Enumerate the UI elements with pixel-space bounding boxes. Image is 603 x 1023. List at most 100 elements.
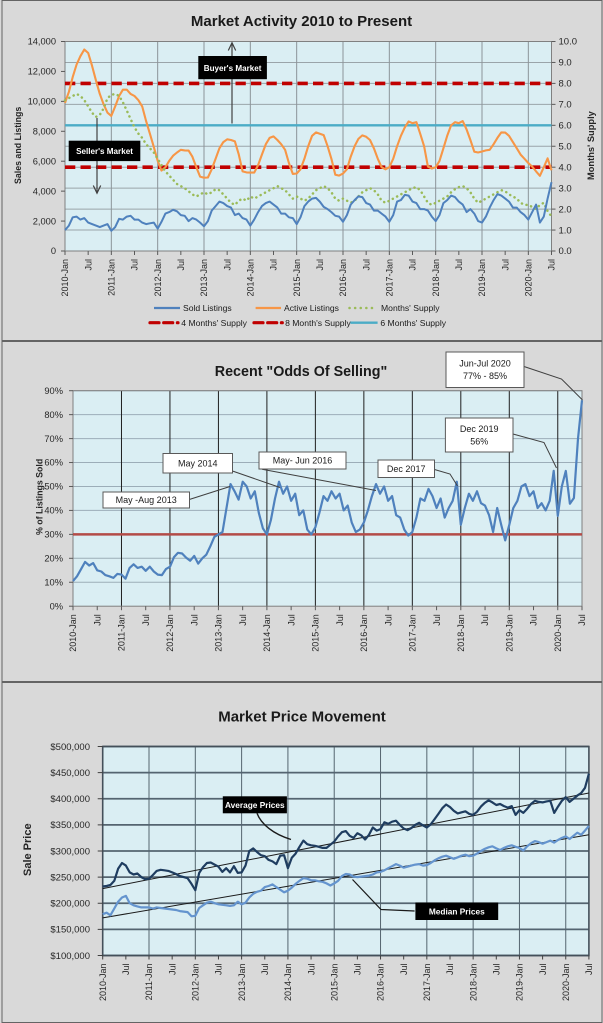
svg-text:Jul: Jul — [214, 964, 224, 976]
svg-text:4.0: 4.0 — [559, 162, 572, 173]
svg-text:5.0: 5.0 — [559, 141, 572, 152]
svg-text:$350,000: $350,000 — [50, 820, 90, 831]
svg-text:Recent "Odds Of Selling": Recent "Odds Of Selling" — [215, 364, 387, 380]
svg-text:May- Jun 2016: May- Jun 2016 — [273, 456, 333, 466]
svg-text:Jul: Jul — [306, 964, 316, 976]
svg-text:Jul: Jul — [167, 964, 177, 976]
svg-text:0: 0 — [51, 246, 56, 256]
svg-text:2014-Jan: 2014-Jan — [262, 614, 272, 652]
svg-text:$150,000: $150,000 — [50, 925, 90, 936]
svg-text:90%: 90% — [44, 386, 63, 396]
svg-text:2012-Jan: 2012-Jan — [191, 964, 201, 1002]
svg-text:Jul: Jul — [399, 964, 409, 976]
svg-text:Market Price Movement: Market Price Movement — [218, 709, 386, 726]
svg-text:Jul: Jul — [538, 964, 548, 976]
svg-text:2017-Jan: 2017-Jan — [422, 964, 432, 1002]
svg-text:14,000: 14,000 — [28, 37, 56, 47]
svg-text:Median Prices: Median Prices — [429, 907, 485, 917]
svg-text:2011-Jan: 2011-Jan — [107, 259, 117, 296]
svg-text:2011-Jan: 2011-Jan — [144, 964, 154, 1001]
svg-text:50%: 50% — [44, 482, 63, 492]
svg-text:2015-Jan: 2015-Jan — [329, 964, 339, 1002]
svg-text:Jul: Jul — [121, 964, 131, 976]
svg-text:Sales and Listings: Sales and Listings — [13, 107, 23, 184]
svg-text:$100,000: $100,000 — [50, 951, 90, 962]
svg-text:Jul: Jul — [238, 614, 248, 626]
svg-text:2014-Jan: 2014-Jan — [283, 964, 293, 1002]
svg-text:Jul: Jul — [222, 259, 232, 271]
svg-text:% of Listings Sold: % of Listings Sold — [35, 459, 45, 535]
svg-text:Jul: Jul — [445, 964, 455, 976]
svg-text:10.0: 10.0 — [559, 37, 578, 48]
svg-text:2018-Jan: 2018-Jan — [468, 964, 478, 1002]
svg-text:Active Listings: Active Listings — [284, 303, 339, 313]
svg-text:Jul: Jul — [130, 259, 140, 271]
svg-text:Jul: Jul — [83, 259, 93, 271]
svg-text:2010-Jan: 2010-Jan — [68, 614, 78, 652]
svg-text:2020-Jan: 2020-Jan — [553, 614, 563, 652]
svg-text:Jul: Jul — [315, 259, 325, 271]
svg-text:Months' Supply: Months' Supply — [586, 110, 596, 180]
svg-text:Jul: Jul — [176, 259, 186, 271]
svg-text:8,000: 8,000 — [33, 126, 56, 136]
svg-text:2019-Jan: 2019-Jan — [477, 259, 487, 297]
svg-text:Jul: Jul — [92, 614, 102, 626]
svg-text:20%: 20% — [44, 554, 63, 564]
svg-text:10,000: 10,000 — [28, 97, 56, 107]
svg-text:2016-Jan: 2016-Jan — [359, 614, 369, 652]
svg-text:2013-Jan: 2013-Jan — [214, 614, 224, 652]
svg-text:Jul: Jul — [189, 614, 199, 626]
svg-text:$500,000: $500,000 — [50, 742, 90, 753]
svg-text:4,000: 4,000 — [33, 186, 56, 196]
svg-text:Dec 2019: Dec 2019 — [460, 424, 499, 434]
svg-text:Sale Price: Sale Price — [22, 823, 34, 876]
svg-text:$300,000: $300,000 — [50, 846, 90, 857]
svg-text:Jul: Jul — [353, 964, 363, 976]
svg-text:Jun-Jul 2020: Jun-Jul 2020 — [459, 359, 511, 369]
svg-text:Jul: Jul — [361, 259, 371, 271]
svg-text:70%: 70% — [44, 434, 63, 444]
svg-text:$200,000: $200,000 — [50, 899, 90, 910]
svg-text:2015-Jan: 2015-Jan — [292, 259, 302, 297]
svg-text:$400,000: $400,000 — [50, 794, 90, 805]
svg-text:2016-Jan: 2016-Jan — [338, 259, 348, 297]
svg-text:8 Month's Supply: 8 Month's Supply — [285, 318, 351, 328]
svg-text:60%: 60% — [44, 458, 63, 468]
svg-text:2019-Jan: 2019-Jan — [505, 614, 515, 652]
svg-text:Jul: Jul — [383, 614, 393, 626]
svg-text:40%: 40% — [44, 506, 63, 516]
svg-text:Jul: Jul — [432, 614, 442, 626]
svg-text:2012-Jan: 2012-Jan — [153, 259, 163, 297]
svg-text:Jul: Jul — [141, 614, 151, 626]
svg-text:2014-Jan: 2014-Jan — [246, 259, 256, 297]
svg-text:4 Months' Supply: 4 Months' Supply — [181, 318, 247, 328]
svg-text:$450,000: $450,000 — [50, 768, 90, 779]
svg-text:1.0: 1.0 — [559, 225, 572, 236]
svg-text:2010-Jan: 2010-Jan — [98, 964, 108, 1002]
svg-text:Jul: Jul — [577, 614, 587, 626]
svg-text:Months' Supply: Months' Supply — [381, 303, 440, 313]
svg-text:Jul: Jul — [480, 614, 490, 626]
svg-text:77% - 85%: 77% - 85% — [463, 371, 507, 381]
svg-text:56%: 56% — [470, 436, 488, 446]
svg-text:0.0: 0.0 — [559, 246, 572, 257]
svg-text:10%: 10% — [44, 577, 63, 587]
svg-text:8.0: 8.0 — [559, 79, 572, 90]
svg-text:Jul: Jul — [547, 259, 557, 271]
svg-text:2013-Jan: 2013-Jan — [199, 259, 209, 297]
svg-text:6.0: 6.0 — [559, 121, 572, 132]
svg-text:9.0: 9.0 — [559, 58, 572, 69]
svg-text:Jul: Jul — [500, 259, 510, 271]
svg-text:Jul: Jul — [269, 259, 279, 271]
svg-text:Average Prices: Average Prices — [225, 800, 285, 810]
svg-text:2.0: 2.0 — [559, 204, 572, 215]
svg-text:Jul: Jul — [335, 614, 345, 626]
svg-text:2019-Jan: 2019-Jan — [515, 964, 525, 1002]
svg-text:Jul: Jul — [492, 964, 502, 976]
svg-text:Seller's Market: Seller's Market — [76, 147, 133, 156]
svg-text:2017-Jan: 2017-Jan — [408, 614, 418, 652]
svg-text:80%: 80% — [44, 410, 63, 420]
svg-text:2016-Jan: 2016-Jan — [376, 964, 386, 1002]
svg-text:7.0: 7.0 — [559, 100, 572, 111]
svg-text:2012-Jan: 2012-Jan — [165, 614, 175, 652]
